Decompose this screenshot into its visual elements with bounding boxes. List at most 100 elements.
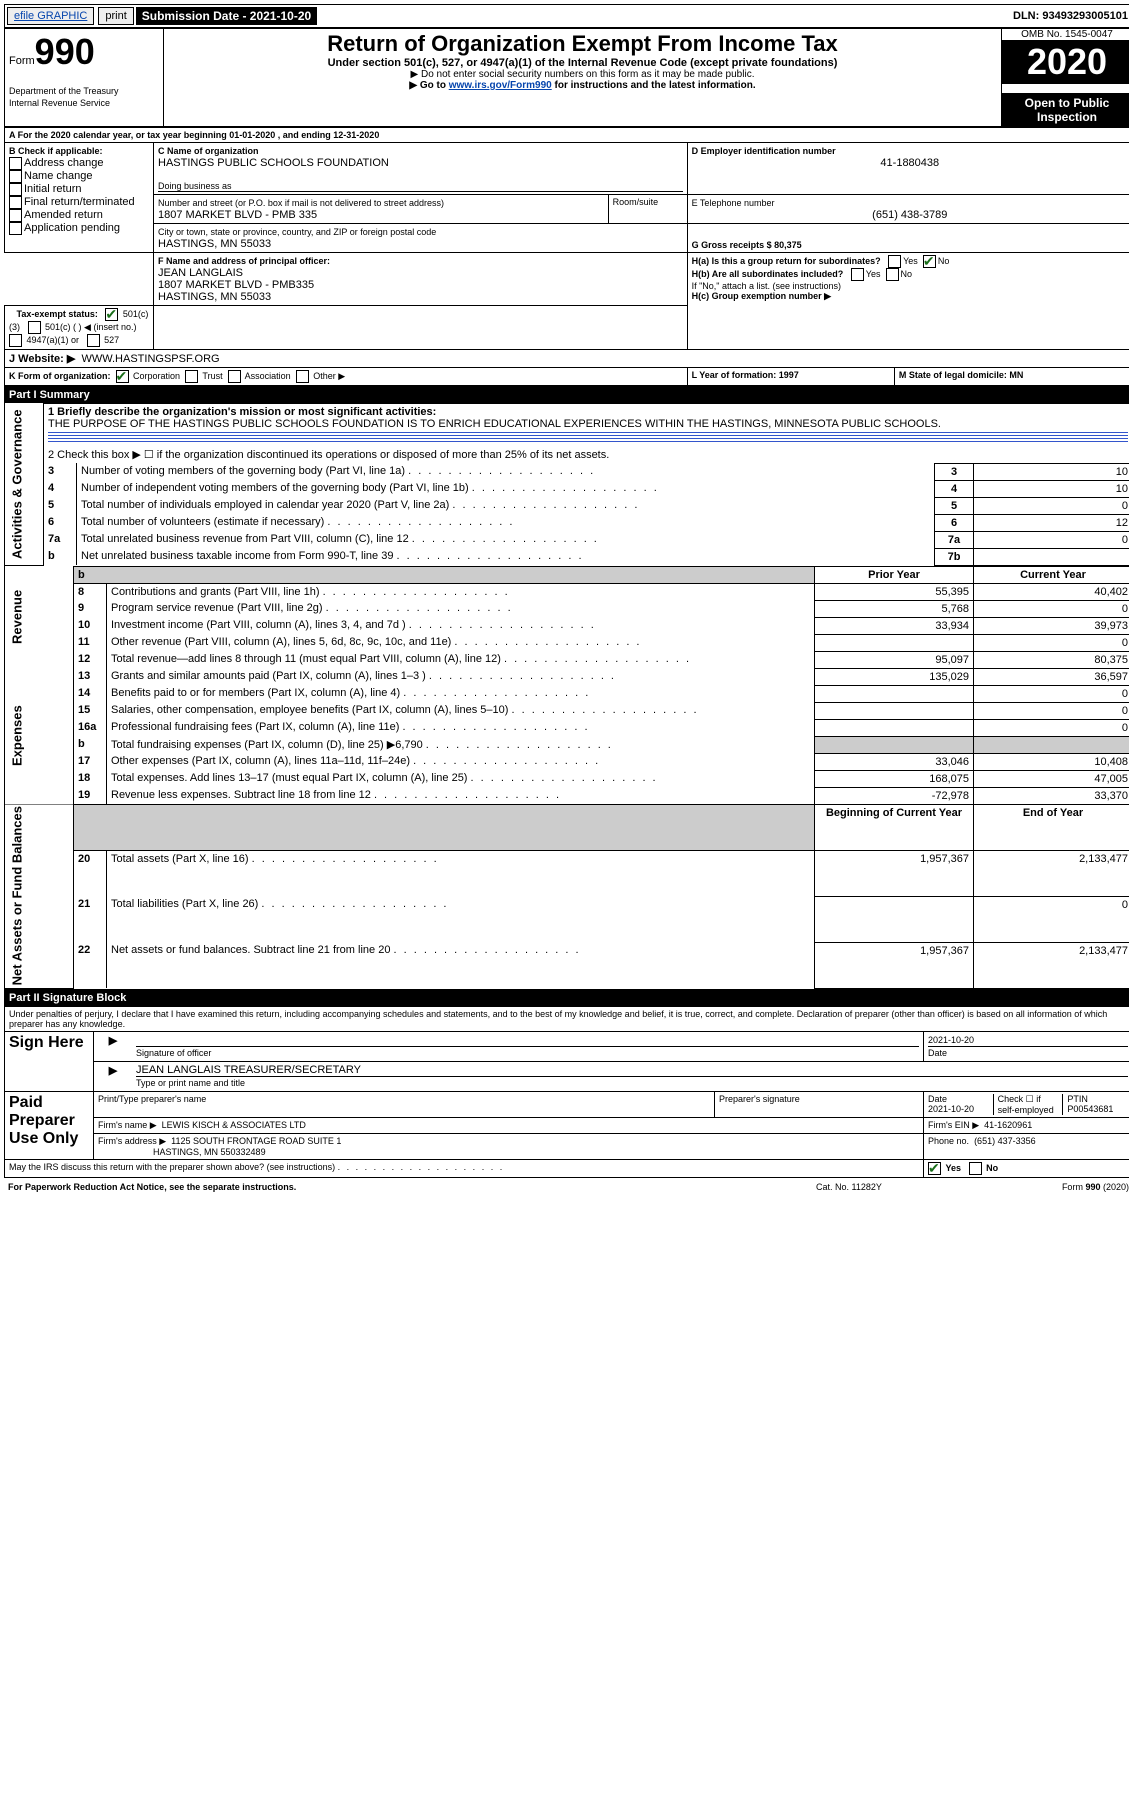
i-4947[interactable]	[9, 334, 22, 347]
f-officer-label: F Name and address of principal officer:	[158, 256, 330, 266]
ptin-label: PTIN	[1067, 1094, 1088, 1104]
line-box: 4	[935, 480, 974, 497]
g-gross-receipts: G Gross receipts $ 80,375	[687, 223, 1129, 252]
goto-suffix: for instructions and the latest informat…	[555, 80, 756, 91]
line-num: 19	[74, 787, 107, 804]
chk-name[interactable]: Name change	[9, 170, 93, 182]
ein-value: 41-1880438	[692, 157, 1128, 169]
hb-yes[interactable]	[851, 268, 864, 281]
hb-no[interactable]	[886, 268, 899, 281]
prior-value: 33,934	[815, 617, 974, 634]
i-501c3[interactable]	[105, 308, 118, 321]
l-year-formation: L Year of formation: 1997	[687, 367, 894, 385]
chk-pending[interactable]: Application pending	[9, 222, 120, 234]
line-num: 7a	[44, 531, 77, 548]
end-value: 2,133,477	[974, 942, 1129, 988]
line-text: Professional fundraising fees (Part IX, …	[107, 719, 815, 736]
k-other[interactable]	[296, 370, 309, 383]
firm-addr-label: Firm's address ▶	[98, 1136, 166, 1146]
current-value: 0	[974, 634, 1129, 651]
line-num: 17	[74, 753, 107, 770]
sig-date-label: Date	[928, 1048, 947, 1058]
line-text: Other revenue (Part VIII, column (A), li…	[107, 634, 815, 651]
line-text: Total number of individuals employed in …	[77, 497, 935, 514]
officer-addr1: 1807 MARKET BLVD - PMB335	[158, 279, 314, 291]
m-state-domicile: M State of legal domicile: MN	[894, 367, 1129, 385]
firm-ein-label: Firm's EIN ▶	[928, 1120, 979, 1130]
return-title: Return of Organization Exempt From Incom…	[168, 31, 997, 57]
line-text: Investment income (Part VIII, column (A)…	[107, 617, 815, 634]
firm-phone: (651) 437-3356	[974, 1136, 1036, 1146]
sig-officer-label: Signature of officer	[136, 1048, 211, 1058]
line-text: Benefits paid to or for members (Part IX…	[107, 685, 815, 702]
dba-label: Doing business as	[158, 181, 683, 192]
officer-name: JEAN LANGLAIS	[158, 267, 243, 279]
line2: 2 Check this box ▶ ☐ if the organization…	[44, 446, 1129, 464]
irs-link[interactable]: www.irs.gov/Form990	[449, 80, 552, 91]
return-subtitle: Under section 501(c), 527, or 4947(a)(1)…	[168, 57, 997, 69]
line-num: 10	[74, 617, 107, 634]
top-bar: efile GRAPHIC print Submission Date - 20…	[4, 4, 1129, 28]
current-value: 40,402	[974, 583, 1129, 600]
line-text: Total number of volunteers (estimate if …	[77, 514, 935, 531]
line-num: 15	[74, 702, 107, 719]
p-date: 2021-10-20	[928, 1104, 974, 1114]
current-value: 47,005	[974, 770, 1129, 787]
ha-no[interactable]	[923, 255, 936, 268]
line1-label: 1 Briefly describe the organization's mi…	[48, 406, 436, 418]
print-button[interactable]: print	[98, 7, 133, 25]
line-num: b	[74, 736, 107, 753]
street-value: 1807 MARKET BLVD - PMB 335	[158, 209, 317, 221]
line-box: 7b	[935, 548, 974, 565]
line-text: Net unrelated business taxable income fr…	[77, 548, 935, 565]
hb-note: If "No," attach a list. (see instruction…	[692, 281, 841, 291]
line-text: Contributions and grants (Part VIII, lin…	[107, 583, 815, 600]
chk-address[interactable]: Address change	[9, 157, 104, 169]
sign-arrow2: ▶	[94, 1061, 133, 1091]
dept-treasury: Department of the Treasury	[9, 86, 119, 96]
chk-initial[interactable]: Initial return	[9, 183, 81, 195]
chk-final[interactable]: Final return/terminated	[9, 196, 135, 208]
prior-value	[815, 736, 974, 753]
hb-label: H(b) Are all subordinates included?	[692, 268, 844, 278]
header-table: Form990 Department of the Treasury Inter…	[4, 28, 1129, 127]
line-text: Total assets (Part X, line 16)	[107, 850, 815, 896]
website-value: WWW.HASTINGSPSF.ORG	[81, 353, 219, 365]
firm-addr1: 1125 SOUTH FRONTAGE ROAD SUITE 1	[171, 1136, 341, 1146]
line-num: 11	[74, 634, 107, 651]
efile-link[interactable]: efile GRAPHIC	[7, 7, 94, 25]
line-value: 10	[974, 480, 1129, 497]
ha-yes[interactable]	[888, 255, 901, 268]
begin-value: 1,957,367	[815, 850, 974, 896]
ptin-value: P00543681	[1067, 1104, 1113, 1114]
end-value: 2,133,477	[974, 850, 1129, 896]
line-value	[974, 548, 1129, 565]
part1-header: Part I Summary	[5, 386, 1129, 403]
side-label: Expenses	[5, 668, 74, 804]
line-num: 20	[74, 850, 107, 896]
k-trust[interactable]	[185, 370, 198, 383]
line-num: 3	[44, 463, 77, 480]
discuss-yes[interactable]	[928, 1162, 941, 1175]
officer-addr2: HASTINGS, MN 55033	[158, 291, 271, 303]
line-text: Total fundraising expenses (Part IX, col…	[107, 736, 815, 753]
self-employed-check[interactable]: Check ☐ if self-employed	[994, 1094, 1064, 1115]
section-b-label: B Check if applicable:	[9, 146, 103, 156]
line-num: 22	[74, 942, 107, 988]
k-corp[interactable]	[116, 370, 129, 383]
city-value: HASTINGS, MN 55033	[158, 238, 271, 250]
i-527[interactable]	[87, 334, 100, 347]
current-value: 80,375	[974, 651, 1129, 668]
discuss-no[interactable]	[969, 1162, 982, 1175]
current-value: 0	[974, 702, 1129, 719]
current-value: 0	[974, 719, 1129, 736]
line-text: Total revenue—add lines 8 through 11 (mu…	[107, 651, 815, 668]
officer-typed-name: JEAN LANGLAIS TREASURER/SECRETARY	[136, 1064, 1128, 1077]
line-num: 6	[44, 514, 77, 531]
omb-number: OMB No. 1545-0047	[1002, 29, 1129, 40]
line-text: Other expenses (Part IX, column (A), lin…	[107, 753, 815, 770]
line-num: 8	[74, 583, 107, 600]
k-assoc[interactable]	[228, 370, 241, 383]
chk-amended[interactable]: Amended return	[9, 209, 103, 221]
i-501c[interactable]	[28, 321, 41, 334]
